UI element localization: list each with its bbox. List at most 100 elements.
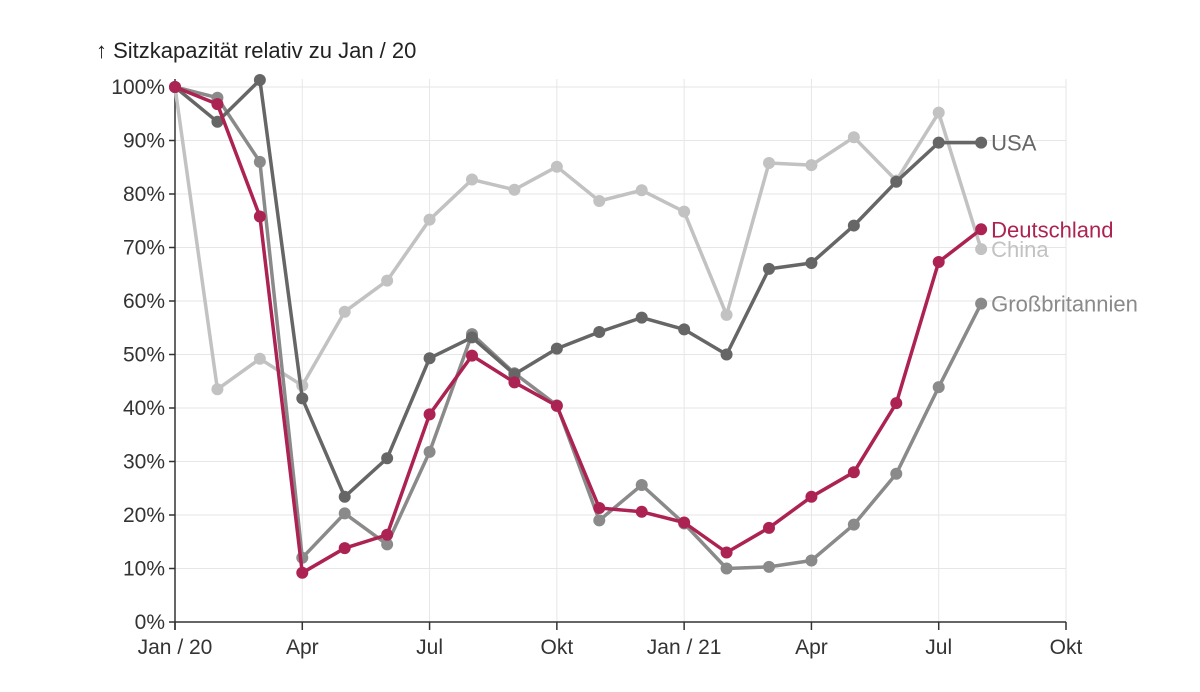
- chart-title: ↑ Sitzkapazität relativ zu Jan / 20: [96, 38, 416, 63]
- data-point-usa: [381, 452, 394, 465]
- data-point-china: [847, 131, 860, 144]
- data-point-gro-britannien: [593, 514, 606, 527]
- data-point-deutschland: [932, 255, 945, 268]
- data-point-china: [253, 352, 266, 365]
- data-point-china: [593, 194, 606, 207]
- y-tick-label: 50%: [123, 344, 165, 367]
- x-tick-label: Okt: [1050, 636, 1083, 659]
- data-point-deutschland: [338, 542, 351, 555]
- y-tick-label: 30%: [123, 451, 165, 474]
- data-point-usa: [423, 352, 436, 365]
- data-point-usa: [296, 392, 309, 405]
- data-point-china: [211, 383, 224, 396]
- y-tick-label: 20%: [123, 504, 165, 527]
- data-point-deutschland: [550, 399, 563, 412]
- y-tick-label: 80%: [123, 183, 165, 206]
- data-point-usa: [550, 342, 563, 355]
- data-point-china: [678, 205, 691, 218]
- data-point-gro-britannien: [423, 445, 436, 458]
- data-point-gro-britannien: [890, 467, 903, 480]
- data-point-china: [975, 243, 988, 256]
- data-point-china: [550, 160, 563, 173]
- data-point-usa: [890, 175, 903, 188]
- data-point-gro-britannien: [338, 507, 351, 520]
- data-point-china: [932, 106, 945, 119]
- x-tick-label: Apr: [286, 636, 319, 659]
- data-point-usa: [763, 262, 775, 275]
- data-point-china: [720, 308, 733, 321]
- data-point-usa: [720, 348, 733, 361]
- series-label-gro-britannien: Großbritannien: [991, 292, 1138, 317]
- data-point-china: [381, 274, 394, 287]
- data-point-deutschland: [805, 490, 818, 503]
- y-tick-label: 100%: [111, 76, 165, 99]
- data-point-china: [423, 213, 436, 226]
- x-tick-label: Okt: [541, 636, 574, 659]
- y-tick-label: 70%: [123, 237, 165, 260]
- y-tick-label: 60%: [123, 290, 165, 313]
- data-point-usa: [466, 331, 478, 344]
- data-point-usa: [847, 219, 860, 232]
- series-line-deutschland: [173, 85, 983, 575]
- data-point-gro-britannien: [381, 538, 394, 551]
- data-point-china: [635, 184, 648, 197]
- series-line-china: [173, 85, 983, 392]
- series-label-usa: USA: [991, 131, 1037, 156]
- x-tick-label: Jul: [925, 636, 952, 659]
- data-point-deutschland: [678, 516, 691, 529]
- series-labels: China Großbritannien USA Deutschland: [991, 131, 1138, 317]
- data-point-gro-britannien: [975, 297, 988, 310]
- data-point-usa: [635, 311, 648, 324]
- data-point-deutschland: [296, 566, 309, 579]
- data-point-usa: [975, 136, 988, 149]
- data-point-gro-britannien: [805, 554, 818, 567]
- x-tick-label: Jan / 21: [647, 636, 722, 659]
- data-point-usa: [338, 490, 351, 503]
- data-point-gro-britannien: [763, 560, 775, 573]
- data-point-china: [508, 183, 521, 196]
- series-group: [169, 74, 988, 579]
- y-tick-label: 10%: [123, 558, 165, 581]
- data-point-china: [466, 173, 478, 186]
- series-label-china: China: [991, 237, 1049, 262]
- data-point-gro-britannien: [253, 155, 266, 168]
- data-point-usa: [211, 115, 224, 128]
- data-point-deutschland: [169, 81, 181, 93]
- data-point-gro-britannien: [932, 381, 945, 394]
- data-point-usa: [593, 326, 606, 339]
- data-point-china: [805, 159, 818, 172]
- data-point-china: [338, 305, 351, 318]
- x-tick-label: Jan / 20: [138, 636, 213, 659]
- data-point-gro-britannien: [635, 479, 648, 492]
- series-line-usa: [173, 78, 983, 499]
- x-tick-label: Apr: [795, 636, 828, 659]
- data-point-usa: [932, 136, 945, 149]
- data-point-deutschland: [211, 98, 224, 111]
- y-tick-label: 0%: [135, 611, 165, 634]
- series-label-deutschland: Deutschland: [991, 217, 1113, 242]
- data-point-deutschland: [890, 397, 903, 410]
- data-point-deutschland: [423, 408, 436, 421]
- data-point-deutschland: [508, 376, 521, 389]
- data-point-deutschland: [593, 502, 606, 515]
- data-point-usa: [253, 74, 266, 87]
- data-point-deutschland: [975, 223, 988, 236]
- data-point-usa: [678, 323, 691, 336]
- data-point-deutschland: [635, 505, 648, 518]
- data-point-china: [763, 156, 775, 169]
- data-point-gro-britannien: [847, 518, 860, 531]
- series-line-gro-britannien: [173, 85, 983, 571]
- data-point-deutschland: [720, 546, 733, 559]
- data-point-deutschland: [847, 466, 860, 479]
- grid: [175, 79, 1067, 622]
- axes: 0% 10% 20% 30% 40% 50% 60% 70% 80% 90% 100% Jan / 2…: [111, 76, 1082, 659]
- y-tick-label: 40%: [123, 397, 165, 420]
- data-point-deutschland: [253, 210, 266, 223]
- data-point-deutschland: [763, 521, 775, 534]
- data-point-deutschland: [381, 528, 394, 541]
- data-point-deutschland: [466, 349, 478, 362]
- x-tick-label: Jul: [416, 636, 443, 659]
- y-tick-label: 90%: [123, 130, 165, 153]
